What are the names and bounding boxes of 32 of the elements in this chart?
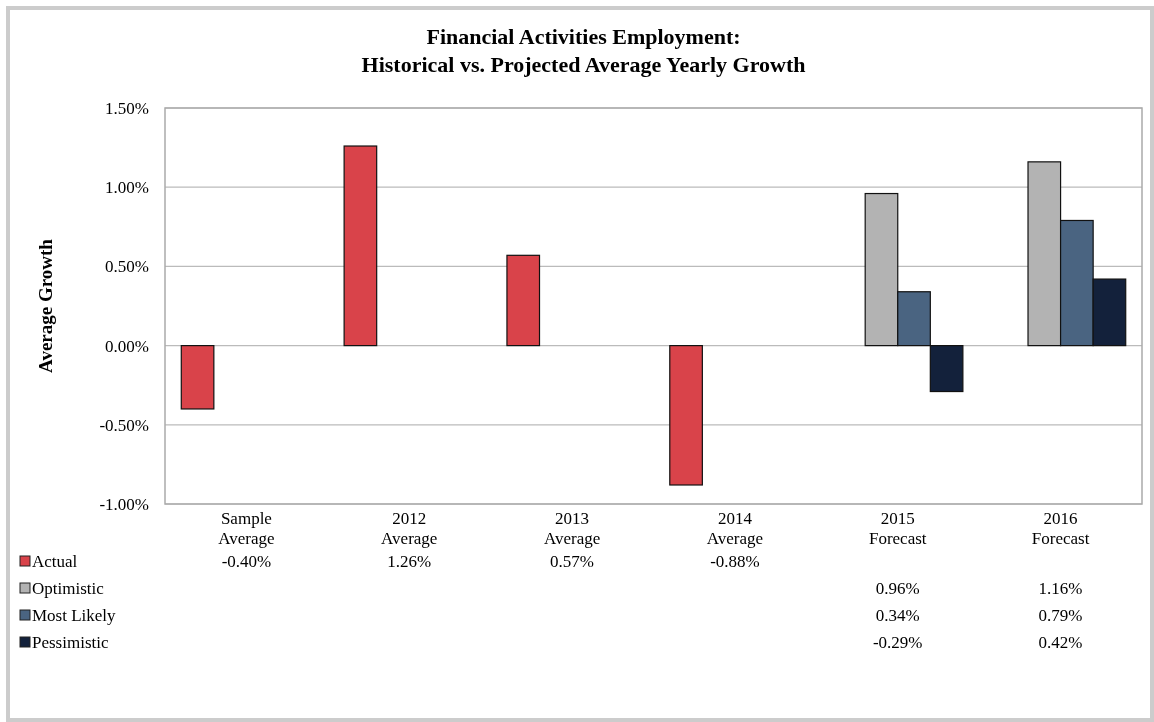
y-tick-label: -0.50% (99, 415, 149, 435)
text: 1.16% (1038, 579, 1083, 598)
text: 0.79% (1038, 606, 1083, 625)
text: -0.40% (221, 552, 272, 571)
x-tick-label: Sample Average (218, 509, 275, 548)
legend-label: Pessimistic (32, 633, 109, 652)
y-tick-label: -1.00% (99, 495, 149, 514)
y-tick-label: 1.00% (105, 178, 149, 198)
text: -0.29% (872, 633, 923, 652)
y-tick-label: 0.00% (105, 336, 149, 356)
chart-title: Financial Activities Employment: Historical vs. Projected Average Yearly Growth (361, 24, 806, 77)
x-tick-label: 2014 Average (706, 509, 764, 548)
y-tick-label: 1.50% (105, 99, 149, 118)
legend-label: Actual (32, 552, 78, 571)
bar (343, 145, 378, 347)
text: 0.42% (1038, 633, 1083, 652)
y-tick-label: 0.50% (105, 257, 149, 277)
legend-label: Most Likely (32, 606, 117, 625)
x-tick-label: 2016 Forecast (1031, 509, 1090, 548)
text: 0.57% (550, 552, 595, 571)
bar (180, 345, 215, 410)
text: -0.88% (710, 552, 760, 571)
y-axis-title: Average Growth (35, 238, 56, 373)
text: 1.26% (387, 552, 432, 571)
text: 0.34% (875, 606, 920, 625)
text: 0.96% (875, 579, 920, 598)
x-tick-label: 2012 Average (381, 509, 438, 548)
bar (669, 345, 703, 486)
legend-label: Optimistic (32, 579, 105, 598)
bar (506, 254, 541, 347)
x-tick-label: 2013 Average (543, 509, 601, 548)
x-tick-label: 2015 Forecast (868, 509, 927, 548)
